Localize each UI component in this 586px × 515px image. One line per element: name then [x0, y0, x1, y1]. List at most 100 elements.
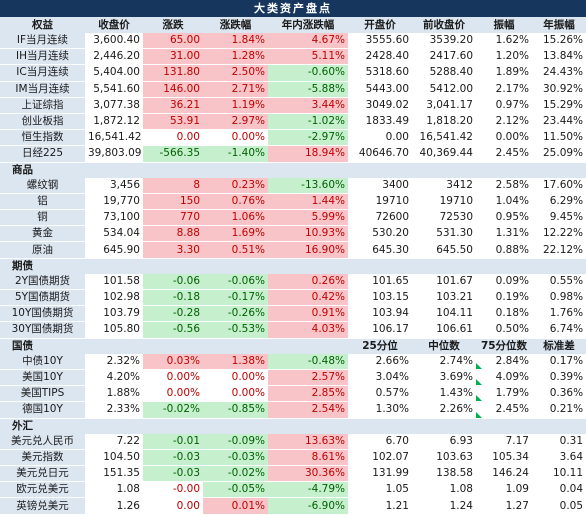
cell-amp: 0.00%	[476, 129, 532, 147]
cell-amp: 2.45%	[476, 145, 532, 163]
cell-ytd: 30.36%	[268, 465, 348, 483]
table-row: 中债10Y 2.32% 0.03% 1.38% -0.48% 2.66% 2.74% 2.84…	[0, 353, 586, 370]
section-fill	[268, 258, 348, 274]
cell-yamp: 17.60%	[532, 177, 586, 194]
header-ytd: 年内涨跌幅	[268, 17, 348, 33]
cell-amp: 1.62%	[476, 33, 532, 50]
cell-prev: 1,818.20	[412, 113, 476, 131]
cell-amp: 1.31%	[476, 225, 532, 243]
cell-ytd: 18.94%	[268, 145, 348, 163]
cell-prev: 3412	[412, 177, 476, 194]
cell-pct: -0.53%	[203, 321, 268, 339]
cell-prev: 5288.40	[412, 64, 476, 82]
cell-ytd: -2.97%	[268, 129, 348, 147]
cell-pct: -0.17%	[203, 289, 268, 307]
cell-chg: 31.00	[143, 48, 203, 66]
cell-q25: 2.66%	[348, 353, 412, 370]
cell-chg: -0.01	[143, 433, 203, 450]
table-row: 美元兑日元 151.35 -0.03 -0.02% 30.36% 131.99 138.58…	[0, 465, 586, 483]
cell-yamp: 25.09%	[532, 145, 586, 163]
table-row: IF当月连续 3,600.40 65.00 1.84% 4.67% 3555.60 3539…	[0, 33, 586, 50]
cell-close: 2,446.20	[85, 48, 143, 66]
cell-yamp: 9.45%	[532, 209, 586, 227]
cell-name: IH当月连续	[0, 48, 85, 66]
header-prev-close: 前收盘价	[412, 17, 476, 33]
cell-amp: 0.95%	[476, 209, 532, 227]
cell-open: 1833.49	[348, 113, 412, 131]
section-fill	[412, 418, 476, 434]
section-fill	[412, 258, 476, 274]
cell-ytd: 8.61%	[268, 449, 348, 467]
cell-close: 73,100	[85, 209, 143, 227]
table-title: 大类资产盘点	[0, 0, 586, 17]
section-fill	[203, 418, 268, 434]
table-row: 英镑兑美元 1.26 0.00 0.01% -6.90% 1.21 1.24 1.27 0.05	[0, 497, 586, 515]
cell-name: 美元指数	[0, 449, 85, 467]
cell-prev: 3,041.17	[412, 97, 476, 114]
cell-med: 1.43%	[412, 385, 476, 403]
cell-prev: 103.21	[412, 289, 476, 307]
cell-q75: 1.79%	[476, 385, 532, 403]
cell-pct: 0.76%	[203, 193, 268, 211]
table-row: 欧元兑美元 1.08 -0.00 -0.05% -4.79% 1.05 1.08 1.09 0.…	[0, 481, 586, 499]
cell-open: 6.70	[348, 433, 412, 450]
cell-name: IF当月连续	[0, 33, 85, 50]
section-fill	[476, 162, 532, 178]
cell-name: 英镑兑美元	[0, 497, 85, 515]
cell-prev: 72530	[412, 209, 476, 227]
cell-open: 645.30	[348, 241, 412, 259]
cell-prev: 6.93	[412, 433, 476, 450]
table-row: 原油 645.90 3.30 0.51% 16.90% 645.30 645.50 0.88%…	[0, 241, 586, 259]
cell-amp: 0.88%	[476, 241, 532, 259]
cell-yamp: 23.44%	[532, 113, 586, 131]
cell-close: 1,872.12	[85, 113, 143, 131]
cell-chg: 146.00	[143, 81, 203, 98]
section-futures: 期债	[0, 258, 586, 274]
table-row: 铜 73,100 770 1.06% 5.99% 72600 72530 0.95% 9.45%	[0, 209, 586, 227]
cell-ytd: 0.26%	[268, 273, 348, 290]
cell-open: 5318.60	[348, 64, 412, 82]
table-row: 30Y国债期货 105.80 -0.56 -0.53% 4.03% 106.17 106.6…	[0, 321, 586, 339]
cell-pct: -0.85%	[203, 401, 268, 419]
cell-close: 2.33%	[85, 401, 143, 419]
table-row: IH当月连续 2,446.20 31.00 1.28% 5.11% 2428.40 2417…	[0, 48, 586, 66]
cell-std: 0.21%	[532, 401, 586, 419]
cell-name: 美元兑日元	[0, 465, 85, 483]
section-fill	[412, 162, 476, 178]
section-fill	[143, 418, 203, 434]
cell-chg: 8.88	[143, 225, 203, 243]
cell-close: 1.88%	[85, 385, 143, 403]
cell-open: 530.20	[348, 225, 412, 243]
table-row: 铝 19,770 150 0.76% 1.44% 19710 19710 1.04% 6.29%	[0, 193, 586, 211]
cell-pct: 2.71%	[203, 81, 268, 98]
cell-ytd: 0.91%	[268, 305, 348, 323]
cell-yamp: 3.64	[532, 449, 586, 467]
cell-ytd: -6.90%	[268, 497, 348, 515]
section-label: 外汇	[0, 418, 85, 434]
cell-yamp: 0.55%	[532, 273, 586, 290]
cell-pct: 1.84%	[203, 33, 268, 50]
cell-open: 1.05	[348, 481, 412, 499]
cell-pct: 0.23%	[203, 177, 268, 194]
cell-prev: 3539.20	[412, 33, 476, 50]
cell-q75: 2.84%	[476, 353, 532, 370]
cell-chg: -0.02%	[143, 401, 203, 419]
cell-open: 102.07	[348, 449, 412, 467]
section-fill	[532, 418, 586, 434]
cell-amp: 2.58%	[476, 177, 532, 194]
cell-ytd: 2.85%	[268, 385, 348, 403]
cell-prev: 40,369.44	[412, 145, 476, 163]
table-row: 恒生指数 16,541.42 0.00 0.00% -2.97% 0.00 16,541.4…	[0, 129, 586, 147]
cell-close: 151.35	[85, 465, 143, 483]
cell-name: 铝	[0, 193, 85, 211]
bonds-header-1: 中位数	[412, 338, 476, 354]
cell-yamp: 24.43%	[532, 64, 586, 82]
cell-pct: -1.40%	[203, 145, 268, 163]
section-fill	[143, 162, 203, 178]
section-fill	[143, 338, 203, 354]
cell-q25: 0.57%	[348, 385, 412, 403]
cell-open: 0.00	[348, 129, 412, 147]
cell-open: 103.15	[348, 289, 412, 307]
